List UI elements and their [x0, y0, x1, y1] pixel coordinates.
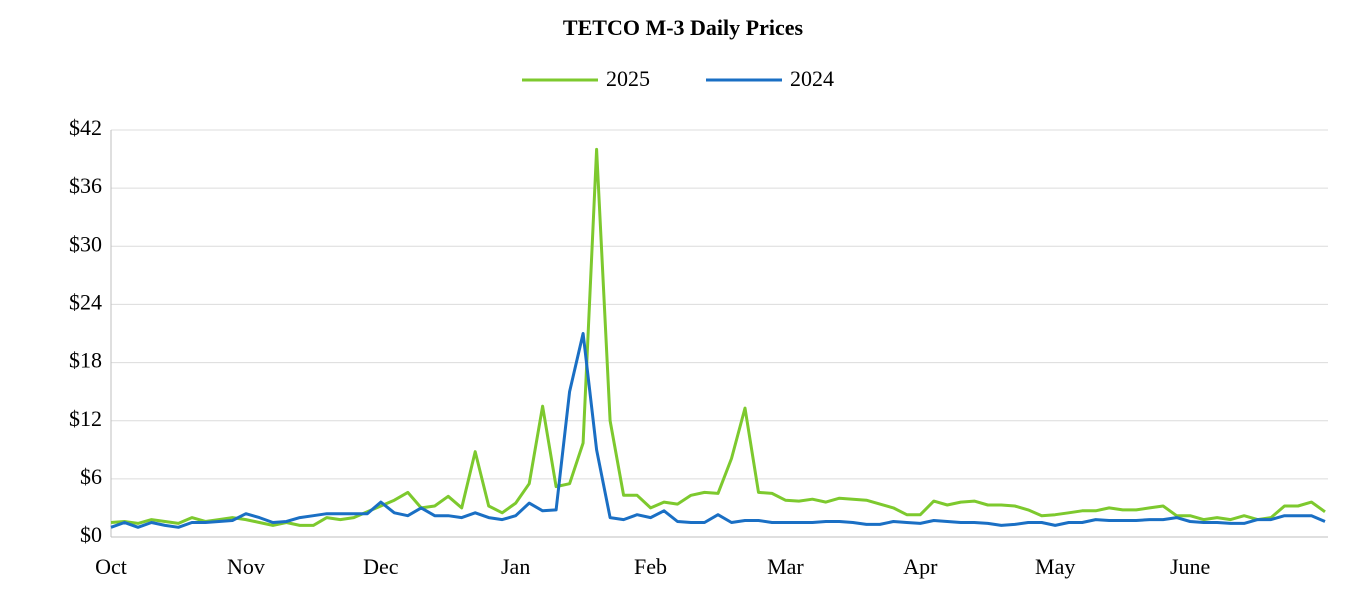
x-tick-label: Dec [363, 554, 399, 579]
y-tick-label: $42 [69, 115, 102, 140]
x-tick-label: June [1170, 554, 1210, 579]
series-line [110, 147, 1326, 527]
y-tick-label: $24 [69, 289, 102, 314]
y-tick-label: $18 [69, 348, 102, 373]
x-tick-label: May [1035, 554, 1075, 579]
chart-title: TETCO M-3 Daily Prices [563, 15, 804, 40]
x-tick-label: Nov [227, 554, 265, 579]
legend-label: 2024 [790, 66, 834, 91]
y-tick-label: $6 [80, 464, 102, 489]
y-tick-label: $0 [80, 522, 102, 547]
y-tick-label: $36 [69, 173, 102, 198]
legend-label: 2025 [606, 66, 650, 91]
x-tick-label: Oct [95, 554, 127, 579]
y-tick-label: $30 [69, 231, 102, 256]
x-tick-label: Feb [634, 554, 667, 579]
x-tick-label: Apr [903, 554, 938, 579]
y-tick-label: $12 [69, 406, 102, 431]
x-tick-label: Jan [501, 554, 530, 579]
series-line [110, 332, 1326, 529]
x-tick-label: Mar [767, 554, 804, 579]
